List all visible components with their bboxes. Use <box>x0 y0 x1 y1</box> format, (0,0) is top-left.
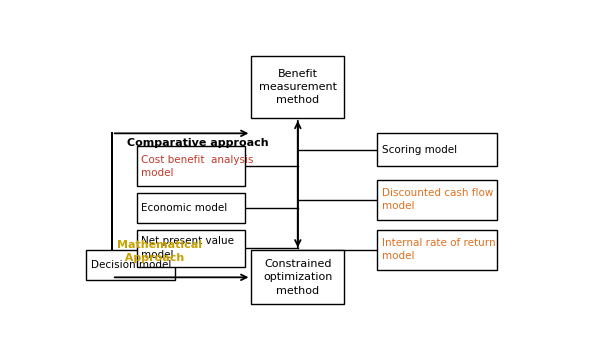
Text: Constrained
optimization
method: Constrained optimization method <box>263 259 333 296</box>
Bar <box>377 230 497 270</box>
Text: Comparative approach: Comparative approach <box>127 138 269 148</box>
Text: Decision model: Decision model <box>91 260 171 270</box>
Text: Net present value
model: Net present value model <box>141 236 234 260</box>
Text: Cost benefit  analysis
model: Cost benefit analysis model <box>141 155 254 178</box>
Bar <box>137 147 245 187</box>
Bar <box>377 133 497 166</box>
Bar <box>86 250 176 280</box>
Bar <box>137 193 245 223</box>
Bar <box>251 56 344 118</box>
Text: Internal rate of return
model: Internal rate of return model <box>381 238 495 261</box>
Text: Mathematical
  Approach: Mathematical Approach <box>117 240 202 263</box>
Text: Economic model: Economic model <box>141 203 227 213</box>
Text: Discounted cash flow
model: Discounted cash flow model <box>381 188 493 211</box>
Bar <box>137 230 245 267</box>
Text: Benefit
measurement
method: Benefit measurement method <box>259 69 337 105</box>
Bar <box>377 179 497 219</box>
Bar <box>251 250 344 304</box>
Text: Scoring model: Scoring model <box>381 144 457 154</box>
